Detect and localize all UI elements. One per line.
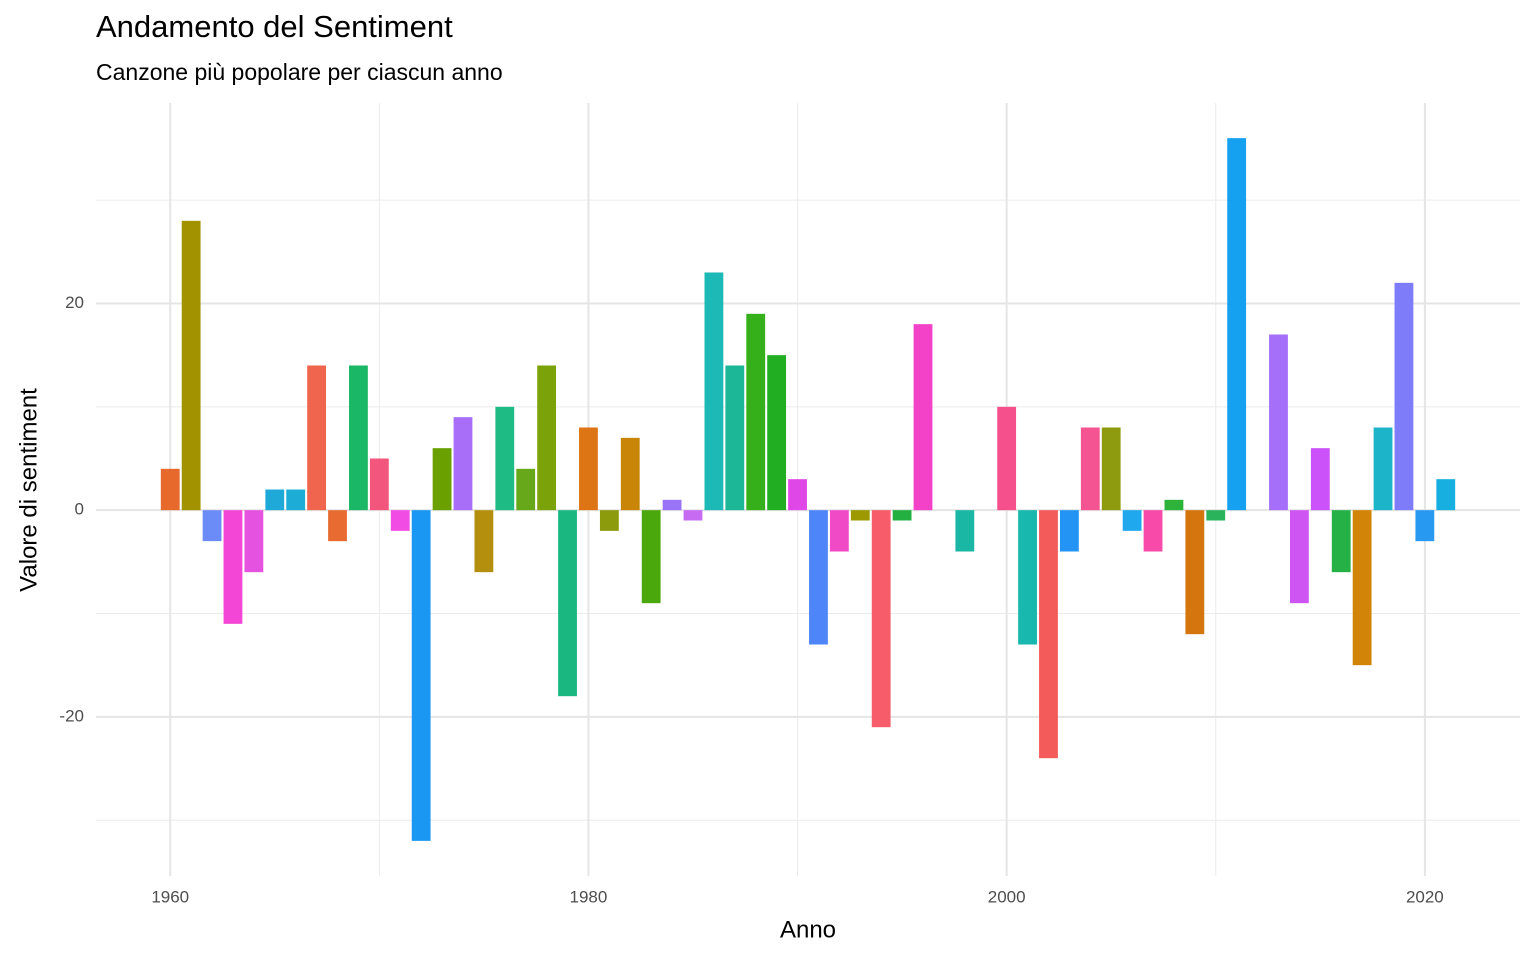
bar (704, 272, 724, 511)
y-tick-label: 0 (75, 500, 84, 519)
bar (1436, 479, 1456, 511)
bar (788, 479, 807, 511)
bar (1227, 138, 1247, 511)
bar (1373, 427, 1393, 511)
bar (1101, 427, 1121, 511)
bar (411, 510, 431, 841)
bar (495, 406, 515, 511)
bar (913, 324, 933, 511)
bar (265, 489, 285, 511)
bar (1206, 510, 1226, 521)
bar (474, 510, 494, 573)
bar (1289, 510, 1309, 604)
y-tick-label: 20 (65, 293, 84, 312)
bar (202, 510, 222, 542)
bar (432, 448, 452, 511)
bar (223, 510, 243, 624)
x-tick-label: 2020 (1406, 887, 1444, 906)
bar (1394, 282, 1414, 511)
chart-subtitle: Canzone più popolare per ciascun anno (96, 59, 503, 85)
y-axis-title: Valore di sentiment (15, 388, 42, 592)
bar (1415, 510, 1435, 542)
x-tick-label: 2000 (988, 887, 1026, 906)
bar (160, 468, 180, 511)
bar (1039, 510, 1058, 759)
bar (453, 417, 473, 511)
chart-title: Andamento del Sentiment (96, 9, 453, 44)
bar (892, 510, 912, 521)
bar (809, 510, 828, 645)
bar (1080, 427, 1100, 511)
bar (286, 489, 306, 511)
bar (1352, 510, 1372, 666)
y-tick-label: -20 (59, 706, 84, 725)
bar (558, 510, 577, 697)
bar (516, 468, 536, 511)
bar (1143, 510, 1163, 552)
bar (599, 510, 619, 531)
bar (390, 510, 410, 531)
bar (307, 365, 327, 511)
bar (579, 427, 598, 511)
x-axis-title: Anno (780, 916, 836, 943)
bar (369, 458, 389, 511)
bar (725, 365, 745, 511)
bar (662, 499, 682, 511)
bar (871, 510, 891, 728)
bar (850, 510, 870, 521)
bar (1018, 510, 1037, 645)
x-tick-label: 1960 (151, 887, 189, 906)
bar (955, 510, 975, 552)
bar (537, 365, 557, 511)
bar (244, 510, 264, 573)
bar (1122, 510, 1142, 531)
bar (829, 510, 849, 552)
bar (683, 510, 703, 521)
bar (1331, 510, 1351, 573)
bar (997, 406, 1017, 511)
bar (620, 437, 640, 511)
bar (746, 313, 766, 511)
bar (1310, 448, 1330, 511)
bar (181, 220, 201, 511)
bar (1269, 334, 1288, 511)
bar (1059, 510, 1079, 552)
bar (328, 510, 347, 542)
bar (349, 365, 368, 511)
bar (1164, 499, 1184, 511)
bar (641, 510, 661, 604)
x-tick-label: 1980 (570, 887, 608, 906)
bar (1185, 510, 1205, 635)
bar (767, 355, 787, 511)
